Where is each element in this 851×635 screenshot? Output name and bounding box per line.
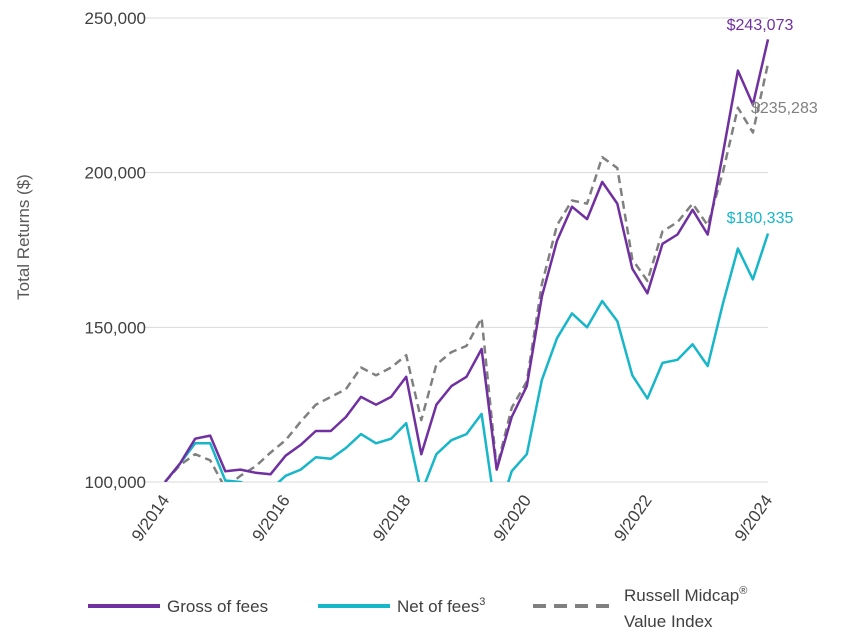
legend-label-russell-line1-group: Russell Midcap® — [624, 585, 747, 605]
legend-item-net-of-fees: Net of fees3 — [318, 596, 485, 616]
y-tick-label: 150,000 — [85, 318, 146, 337]
y-tick-label: 100,000 — [85, 473, 146, 492]
x-tick-label: 9/2024 — [731, 491, 776, 544]
legend-item-russell-midcap-value-index: Russell Midcap® Value Index — [533, 585, 747, 631]
series-end-label: $235,283 — [751, 100, 818, 117]
y-tick-label: 200,000 — [85, 164, 146, 183]
series-line-2 — [164, 63, 770, 482]
x-axis-ticks: 9/2014 9/2016 9/2018 9/2020 9/2022 9/2024 — [128, 491, 776, 544]
legend-label-russell-line2: Value Index — [624, 612, 713, 631]
series-end-label: $243,073 — [727, 17, 794, 34]
y-tick-label: 250,000 — [85, 9, 146, 28]
x-tick-label: 9/2020 — [490, 491, 535, 544]
legend-label-gross-of-fees: Gross of fees — [167, 597, 268, 616]
legend: Gross of fees Net of fees3 Russell Midca… — [88, 585, 747, 631]
series-end-label: $180,335 — [727, 210, 794, 227]
gridlines — [145, 17, 768, 483]
series-end-labels: $243,073 $180,335 $235,283 — [727, 17, 818, 227]
legend-label-net-of-fees-footnote: 3 — [479, 596, 485, 608]
y-axis-label: Total Returns ($) — [14, 174, 33, 300]
x-tick-label: 9/2018 — [369, 491, 414, 544]
legend-item-gross-of-fees: Gross of fees — [88, 597, 268, 616]
x-tick-label: 9/2014 — [128, 491, 173, 544]
x-tick-label: 9/2022 — [610, 491, 655, 544]
x-tick-label: 9/2016 — [248, 491, 293, 544]
y-axis-ticks: 100,000 150,000 200,000 250,000 — [85, 9, 146, 492]
legend-label-net-of-fees-group: Net of fees3 — [397, 596, 485, 616]
legend-label-russell-registered-mark: ® — [739, 585, 747, 597]
legend-label-net-of-fees: Net of fees — [397, 597, 479, 616]
legend-label-russell-line1: Russell Midcap — [624, 586, 739, 605]
series-line-0 — [164, 39, 770, 482]
series-line-1 — [164, 233, 770, 482]
series-lines — [164, 39, 770, 482]
